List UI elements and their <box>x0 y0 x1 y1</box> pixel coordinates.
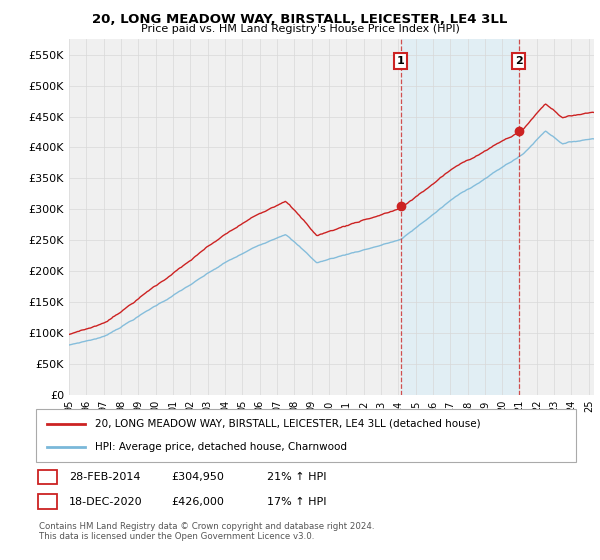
FancyBboxPatch shape <box>36 409 576 462</box>
Text: 28-FEB-2014: 28-FEB-2014 <box>69 472 140 482</box>
FancyBboxPatch shape <box>38 494 57 509</box>
Bar <box>401 39 519 395</box>
FancyBboxPatch shape <box>38 470 57 484</box>
Text: 1: 1 <box>44 472 51 482</box>
Text: 2: 2 <box>44 497 51 507</box>
Text: 17% ↑ HPI: 17% ↑ HPI <box>267 497 326 507</box>
Text: HPI: Average price, detached house, Charnwood: HPI: Average price, detached house, Char… <box>95 442 347 452</box>
Text: 20, LONG MEADOW WAY, BIRSTALL, LEICESTER, LE4 3LL (detached house): 20, LONG MEADOW WAY, BIRSTALL, LEICESTER… <box>95 419 481 429</box>
Text: 2: 2 <box>515 56 523 66</box>
Text: Price paid vs. HM Land Registry's House Price Index (HPI): Price paid vs. HM Land Registry's House … <box>140 24 460 34</box>
Text: £304,950: £304,950 <box>171 472 224 482</box>
Text: 18-DEC-2020: 18-DEC-2020 <box>69 497 143 507</box>
Text: 20, LONG MEADOW WAY, BIRSTALL, LEICESTER, LE4 3LL: 20, LONG MEADOW WAY, BIRSTALL, LEICESTER… <box>92 13 508 26</box>
Text: £426,000: £426,000 <box>171 497 224 507</box>
Text: 21% ↑ HPI: 21% ↑ HPI <box>267 472 326 482</box>
Text: 1: 1 <box>397 56 404 66</box>
Text: Contains HM Land Registry data © Crown copyright and database right 2024.
This d: Contains HM Land Registry data © Crown c… <box>39 522 374 542</box>
